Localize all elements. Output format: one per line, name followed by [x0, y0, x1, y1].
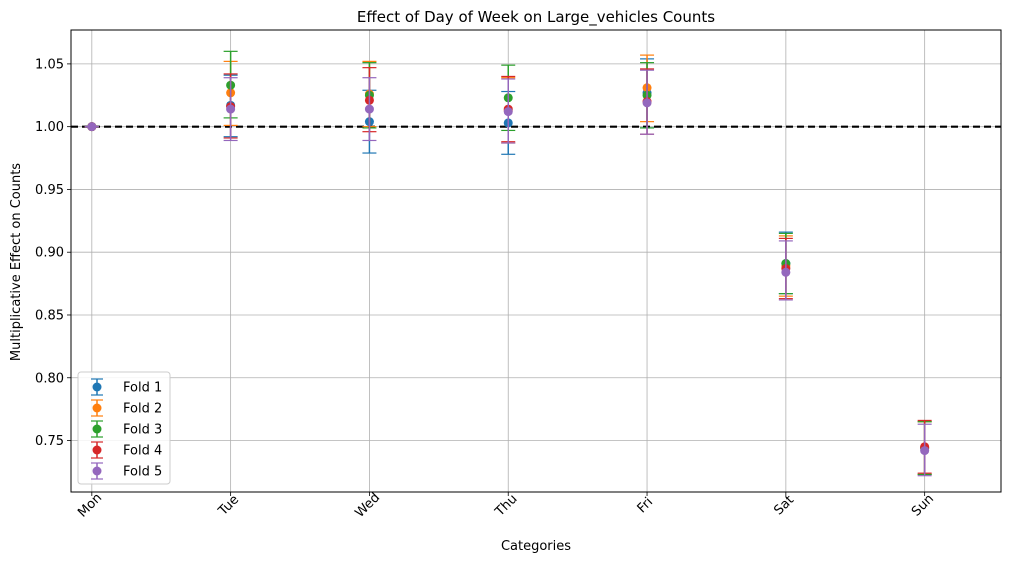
legend-item: Fold 4: [91, 441, 162, 459]
x-tick-label: Sat: [771, 493, 797, 519]
legend-marker: [92, 445, 102, 455]
x-tick-label: Fri: [635, 495, 657, 517]
legend-label: Fold 3: [123, 423, 162, 438]
legend-marker: [92, 382, 102, 392]
x-axis-ticks: Mon Tue Wed Thu Fri Sat Sun: [75, 490, 937, 521]
legend-item: Fold 2: [91, 399, 162, 417]
y-axis-ticks: 0.75 0.80 0.85 0.90 0.95 1.00 1.05: [35, 57, 71, 449]
data-point: [781, 267, 791, 277]
x-tick-label: Wed: [352, 490, 383, 521]
y-tick-label: 0.85: [35, 308, 64, 323]
legend: Fold 1 Fold 2 Fold 3 Fold 4 Fold 5: [77, 371, 171, 485]
chart-title: Effect of Day of Week on Large_vehicles …: [357, 8, 715, 27]
y-tick-label: 0.80: [35, 371, 64, 386]
data-point: [87, 122, 97, 132]
data-point: [920, 446, 930, 456]
data-point: [226, 104, 236, 114]
data-point: [364, 104, 374, 114]
series-fold-5: [84, 69, 932, 477]
y-tick-label: 0.95: [35, 183, 64, 198]
plot-frame: [70, 29, 1002, 493]
legend-item: Fold 5: [91, 462, 162, 480]
x-tick-label: Thu: [492, 492, 521, 521]
legend-label: Fold 4: [123, 444, 162, 459]
x-tick-label: Mon: [75, 491, 105, 521]
y-axis-label: Multiplicative Effect on Counts: [9, 163, 24, 361]
grid: [71, 30, 1001, 492]
y-tick-label: 1.00: [35, 120, 64, 135]
legend-label: Fold 2: [123, 402, 162, 417]
x-tick-label: Tue: [215, 492, 242, 519]
series-group: [84, 50, 932, 477]
y-tick-label: 1.05: [35, 57, 64, 72]
legend-label: Fold 5: [123, 465, 162, 480]
legend-marker: [92, 403, 102, 413]
y-tick-label: 0.75: [35, 434, 64, 449]
legend-item: Fold 3: [91, 420, 162, 438]
x-axis-label: Categories: [501, 539, 571, 554]
legend-label: Fold 1: [123, 381, 162, 396]
legend-marker: [92, 466, 102, 476]
data-point: [642, 98, 652, 108]
y-tick-label: 0.90: [35, 246, 64, 261]
data-point: [503, 107, 513, 117]
x-tick-label: Sun: [909, 491, 937, 519]
legend-marker: [92, 424, 102, 434]
legend-item: Fold 1: [91, 378, 162, 396]
